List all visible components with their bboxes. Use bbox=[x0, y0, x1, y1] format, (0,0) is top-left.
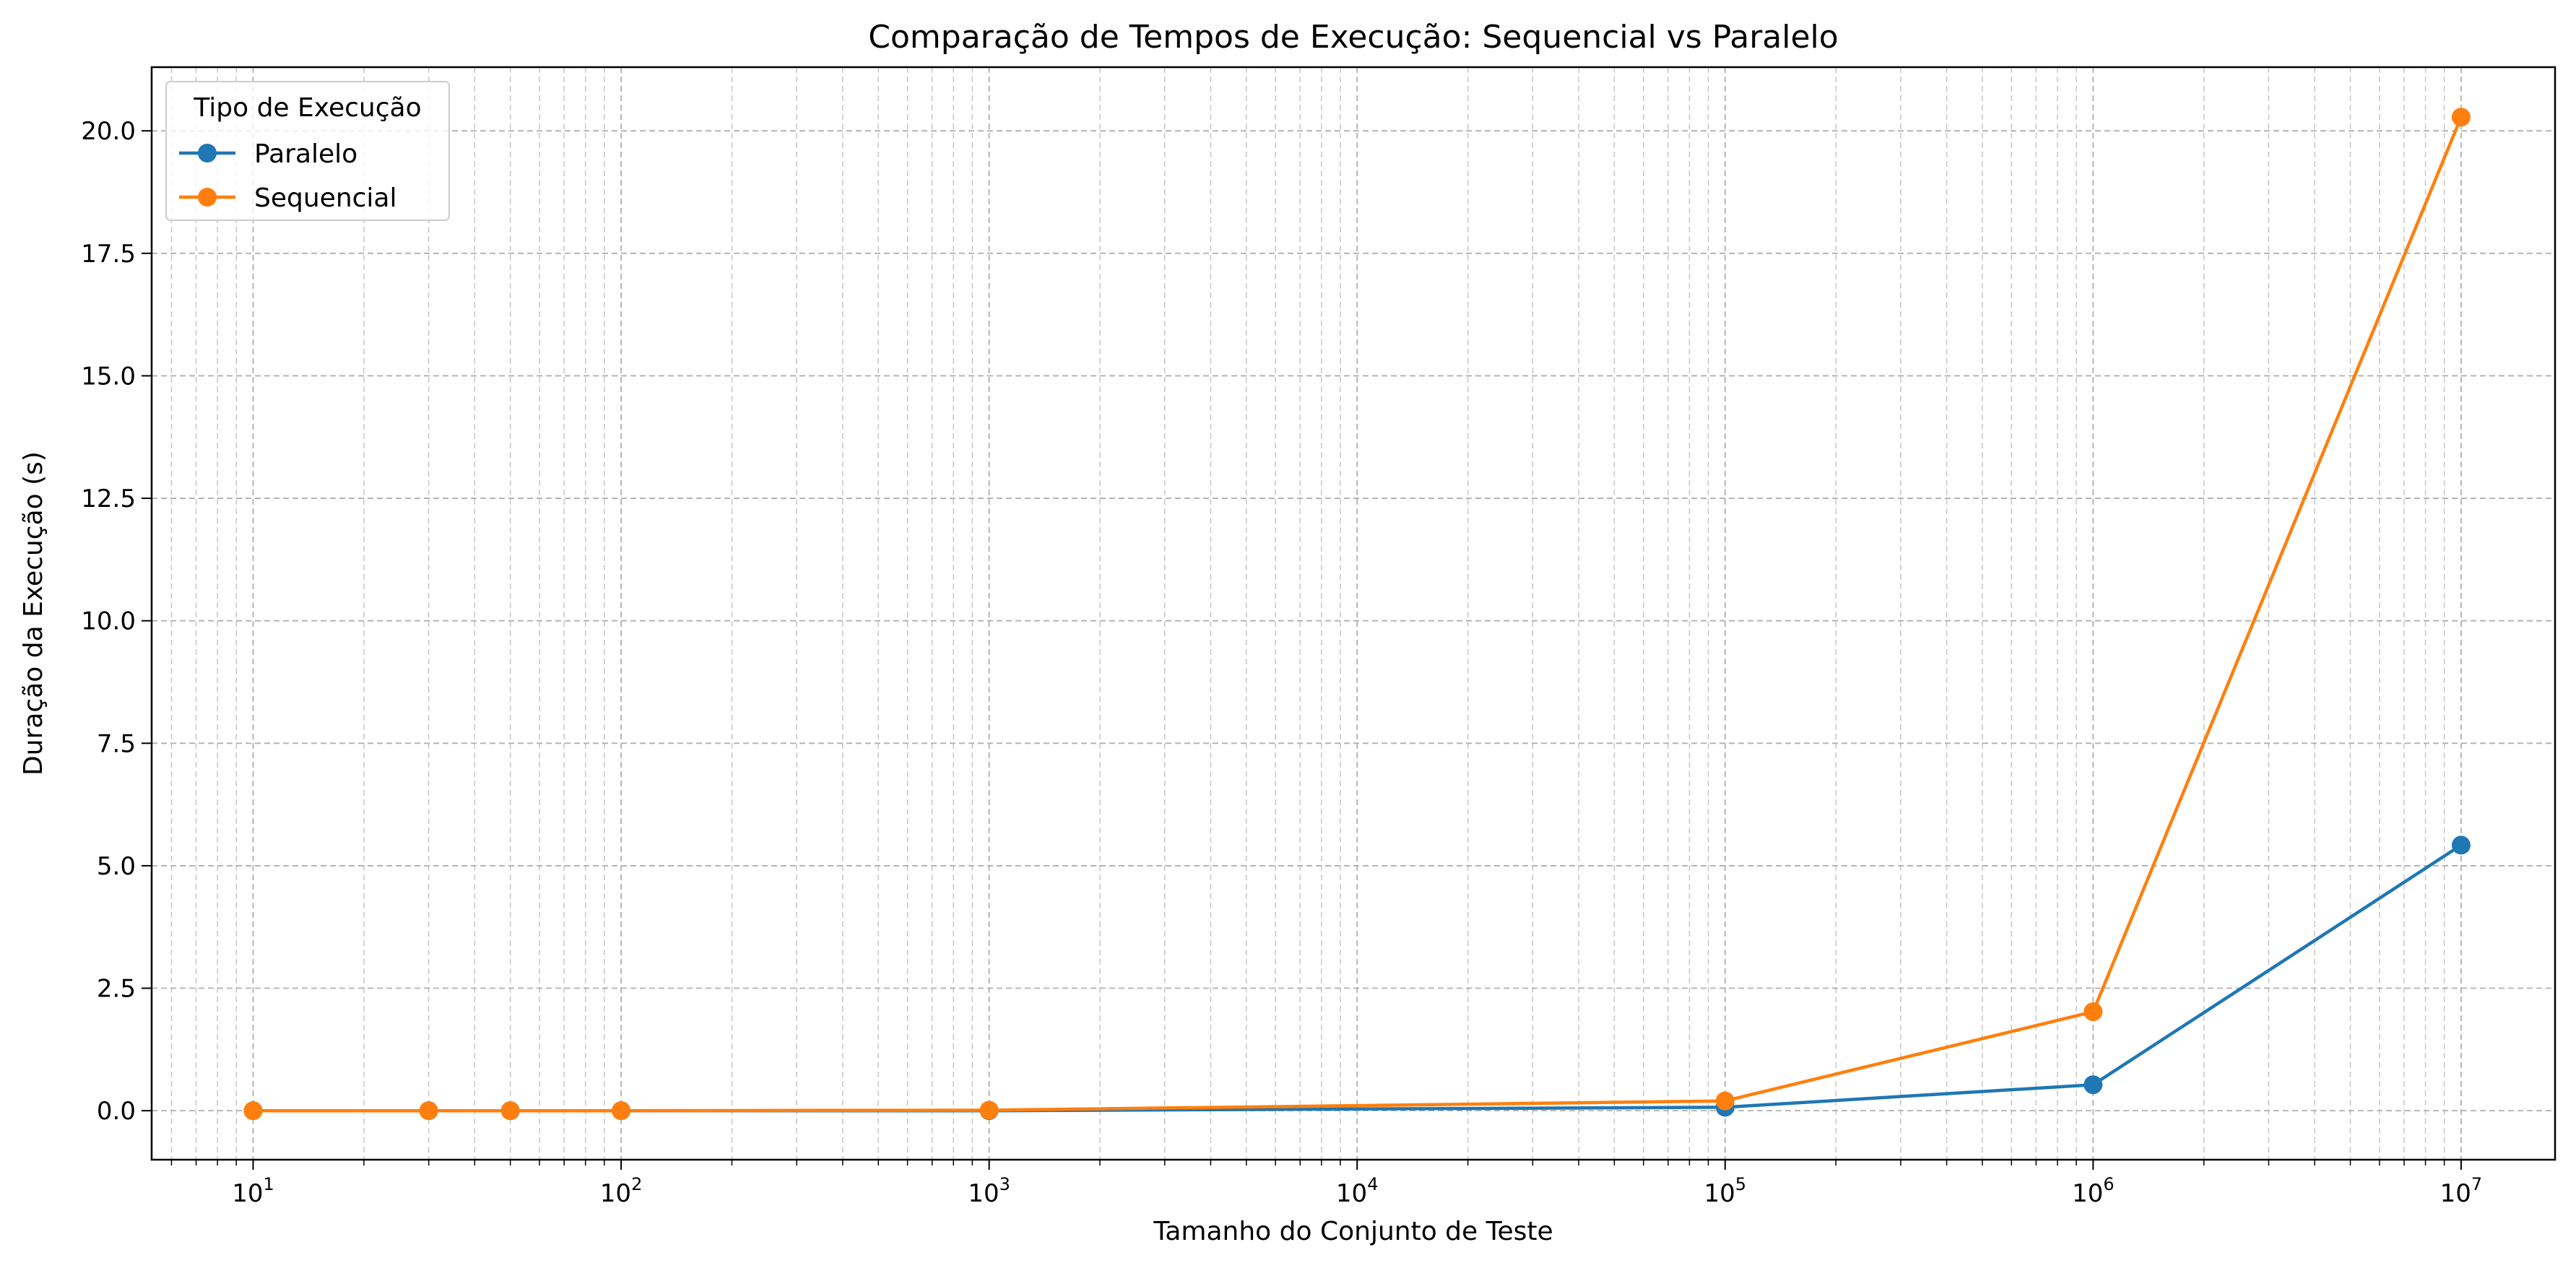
x-tick-label: 105 bbox=[1704, 1174, 1747, 1208]
chart-title: Comparação de Tempos de Execução: Sequen… bbox=[868, 19, 1838, 56]
legend-marker-paralelo bbox=[198, 144, 217, 162]
x-tick-label: 104 bbox=[1336, 1174, 1379, 1208]
legend-title: Tipo de Execução bbox=[193, 93, 421, 123]
data-point-sequencial bbox=[500, 1101, 520, 1121]
x-tick-label: 102 bbox=[600, 1174, 643, 1208]
x-tick-label: 106 bbox=[2072, 1174, 2115, 1208]
y-tick-label: 20.0 bbox=[81, 117, 136, 146]
y-tick-label: 17.5 bbox=[81, 240, 136, 269]
y-tick-label: 7.5 bbox=[97, 729, 136, 758]
legend-label-paralelo: Paralelo bbox=[254, 139, 357, 169]
y-tick-label: 5.0 bbox=[97, 852, 136, 881]
data-point-sequencial bbox=[2451, 108, 2471, 127]
data-point-sequencial bbox=[612, 1101, 631, 1121]
legend-label-sequencial: Sequencial bbox=[254, 183, 397, 213]
axis-ticks: 101 102 103 104 105 106 107 0.0 2.5 5.0 7.5 10.0 12.… bbox=[81, 117, 2482, 1208]
y-tick-label: 0.0 bbox=[97, 1097, 136, 1126]
y-tick-label: 12.5 bbox=[81, 485, 136, 513]
minor-grid bbox=[170, 67, 2445, 1160]
data-point-sequencial bbox=[979, 1100, 999, 1120]
x-tick-label: 103 bbox=[968, 1174, 1010, 1208]
y-tick-label: 10.0 bbox=[81, 607, 136, 636]
legend-items: Paralelo Sequencial bbox=[179, 139, 397, 213]
data-point-paralelo bbox=[2451, 835, 2471, 855]
x-axis-label: Tamanho do Conjunto de Teste bbox=[1153, 1217, 1553, 1246]
data-point-sequencial bbox=[419, 1101, 438, 1121]
x-tick-label: 101 bbox=[232, 1174, 274, 1208]
legend: Tipo de Execução Paralelo Sequencial bbox=[165, 81, 450, 221]
y-tick-label: 15.0 bbox=[81, 362, 136, 391]
major-grid bbox=[152, 67, 2555, 1160]
legend-box bbox=[165, 81, 450, 221]
legend-marker-sequencial bbox=[198, 188, 217, 207]
y-tick-label: 2.5 bbox=[97, 975, 136, 1004]
x-tick-label: 107 bbox=[2440, 1174, 2483, 1208]
series-line-sequencial bbox=[253, 116, 2463, 1113]
plot-frame bbox=[150, 66, 2557, 1161]
y-axis-label: Duração da Execução (s) bbox=[19, 451, 48, 776]
series-lines bbox=[253, 116, 2463, 1113]
series-markers bbox=[243, 108, 2471, 1121]
data-point-sequencial bbox=[2083, 1002, 2103, 1022]
data-point-sequencial bbox=[243, 1101, 263, 1121]
data-point-sequencial bbox=[1715, 1091, 1735, 1111]
data-point-paralelo bbox=[2083, 1075, 2103, 1095]
